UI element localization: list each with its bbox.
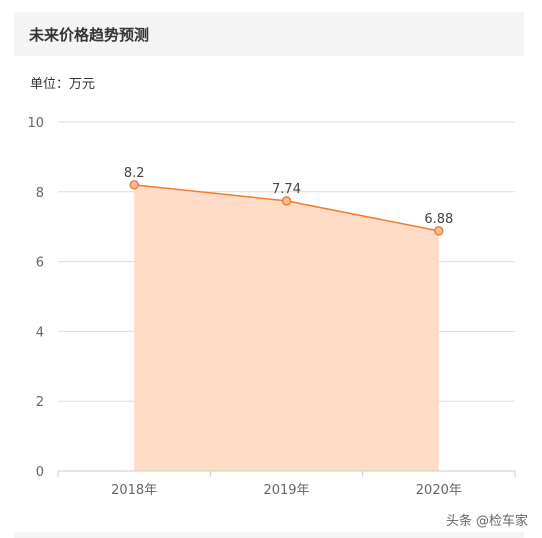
chart-title: 未来价格趋势预测 [29, 25, 150, 44]
data-label: 6.88 [424, 212, 453, 227]
watermark: 头条 @检车家 [445, 514, 528, 529]
unit-label: 单位：万元 [30, 77, 96, 92]
data-label: 7.74 [272, 182, 301, 197]
y-tick-label: 0 [36, 465, 44, 480]
bottom-bar [14, 532, 524, 538]
x-tick-label: 2018年 [111, 483, 157, 498]
data-point [129, 180, 139, 190]
x-tick-label: 2020年 [416, 483, 462, 498]
data-point [281, 196, 292, 206]
y-tick-label: 10 [27, 116, 44, 131]
series-area [134, 184, 439, 471]
y-tick-label: 2 [36, 395, 44, 410]
x-tick-label: 2019年 [263, 483, 309, 498]
data-point [434, 226, 444, 236]
chart-header: 未来价格趋势预测 [14, 12, 524, 56]
y-tick-label: 4 [36, 325, 44, 340]
y-tick-label: 8 [36, 186, 44, 201]
y-tick-label: 6 [36, 256, 44, 271]
data-label: 8.2 [124, 166, 145, 181]
